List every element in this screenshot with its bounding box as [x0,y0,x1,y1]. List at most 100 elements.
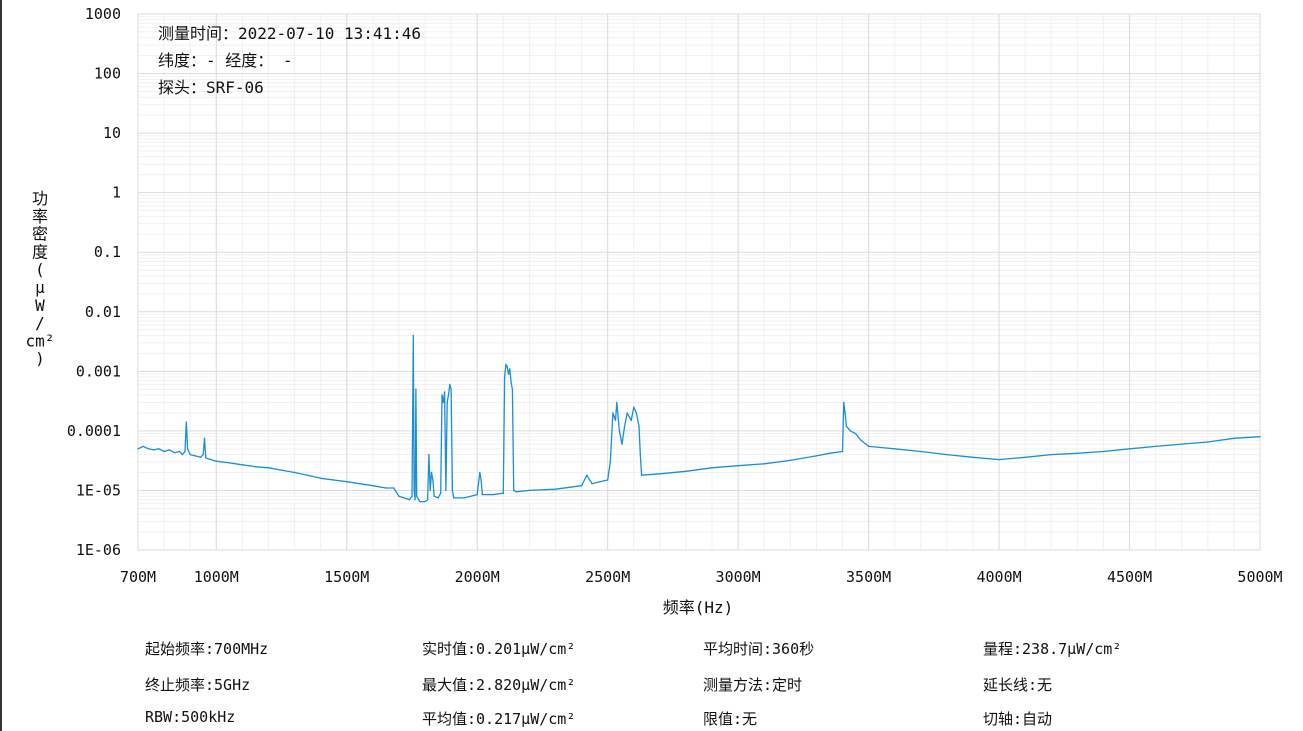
data-point [511,388,514,390]
data-point [414,499,416,501]
data-point [280,469,283,471]
data-point [181,453,184,456]
data-point [419,500,421,503]
y-axis-label-char: 功 [32,189,48,208]
data-point [372,485,374,487]
extension-line: 延长线:无 [983,676,1053,694]
data-point [492,493,494,496]
y-tick-label: 1 [112,184,121,202]
data-point [142,445,144,448]
data-point [433,495,435,497]
measure-method: 测量方法:定时 [703,676,803,694]
data-point [437,497,439,499]
data-point [621,443,623,445]
data-point [860,439,862,441]
data-point [1024,456,1026,458]
data-point [841,450,844,453]
data-point [194,455,197,457]
data-point [633,406,635,408]
data-point [635,412,638,414]
x-tick-label: 5000M [1237,568,1282,586]
plot-area [137,13,1261,551]
spectrum-chart: 1000 100 10 1 0.1 0.01 0.001 0.0001 1E-05 1E-06 7… [26,5,1283,617]
data-point [638,425,640,427]
data-point [609,461,611,463]
data-point [210,458,212,461]
data-point [158,448,160,450]
data-point [333,479,335,481]
data-point [685,470,687,472]
data-point [554,488,557,490]
data-point [441,394,443,396]
data-point [502,492,504,494]
data-point [711,467,713,469]
y-axis-label-char: W [35,296,45,315]
data-point [867,445,870,448]
data-point [173,452,176,454]
y-axis-label-char: 密 [32,225,48,244]
data-point [398,495,400,497]
data-point [1102,450,1105,453]
y-axis-label-char: ) [35,349,45,368]
data-point [443,391,446,393]
data-point [189,453,191,456]
probe-annotation: 探头：SRF-06 [158,78,264,97]
data-point [946,453,948,456]
data-point [503,376,506,378]
data-point [184,450,186,453]
x-tick-label: 1500M [324,568,369,586]
data-points [137,334,1261,503]
data-point [789,459,791,462]
data-point [451,489,454,492]
data-point [413,489,415,492]
x-tick-label: 3000M [716,568,761,586]
y-axis-label-char: cm² [26,331,55,350]
data-point [614,419,617,422]
measure-range: 量程:238.7μW/cm² [983,640,1122,658]
stop-frequency: 终止频率:5GHz [145,676,251,694]
x-tick-label: 700M [120,568,156,586]
data-point [737,465,739,467]
data-point [607,479,609,481]
data-point [476,493,478,496]
y-axis-label-char: μ [35,278,45,297]
y-axis-label-char: ( [35,260,45,279]
data-point [453,497,455,499]
x-tick-label: 1000M [194,568,239,586]
data-point [828,452,831,454]
data-point [415,388,417,390]
y-tick-label: 1000 [85,5,121,23]
data-point [449,383,451,386]
data-point [203,437,206,439]
data-point [408,499,411,501]
data-point [599,481,601,483]
data-point [147,448,150,450]
measure-time-annotation: 测量时间：2022-07-10 13:41:46 [158,24,421,43]
data-point [228,462,230,464]
x-tick-label: 4500M [1107,568,1152,586]
data-point [513,489,515,492]
data-point [640,474,643,476]
data-point [815,455,818,457]
data-point [505,363,507,366]
data-point [445,489,447,492]
data-point [1233,437,1235,439]
y-axis-label-char: 率 [32,207,48,226]
data-point [215,460,217,462]
data-point [293,471,296,474]
data-point [430,471,433,474]
data-point [241,464,244,466]
data-point [1207,441,1209,443]
data-point [320,477,322,479]
data-point [424,500,426,503]
data-point [428,453,430,456]
data-point [403,497,405,499]
data-point [416,495,418,497]
data-point [267,467,270,469]
y-tick-label: 0.1 [94,243,121,261]
data-point [411,495,413,497]
data-point [168,449,170,451]
data-point [510,381,512,384]
y-tick-label: 1E-05 [76,481,121,499]
